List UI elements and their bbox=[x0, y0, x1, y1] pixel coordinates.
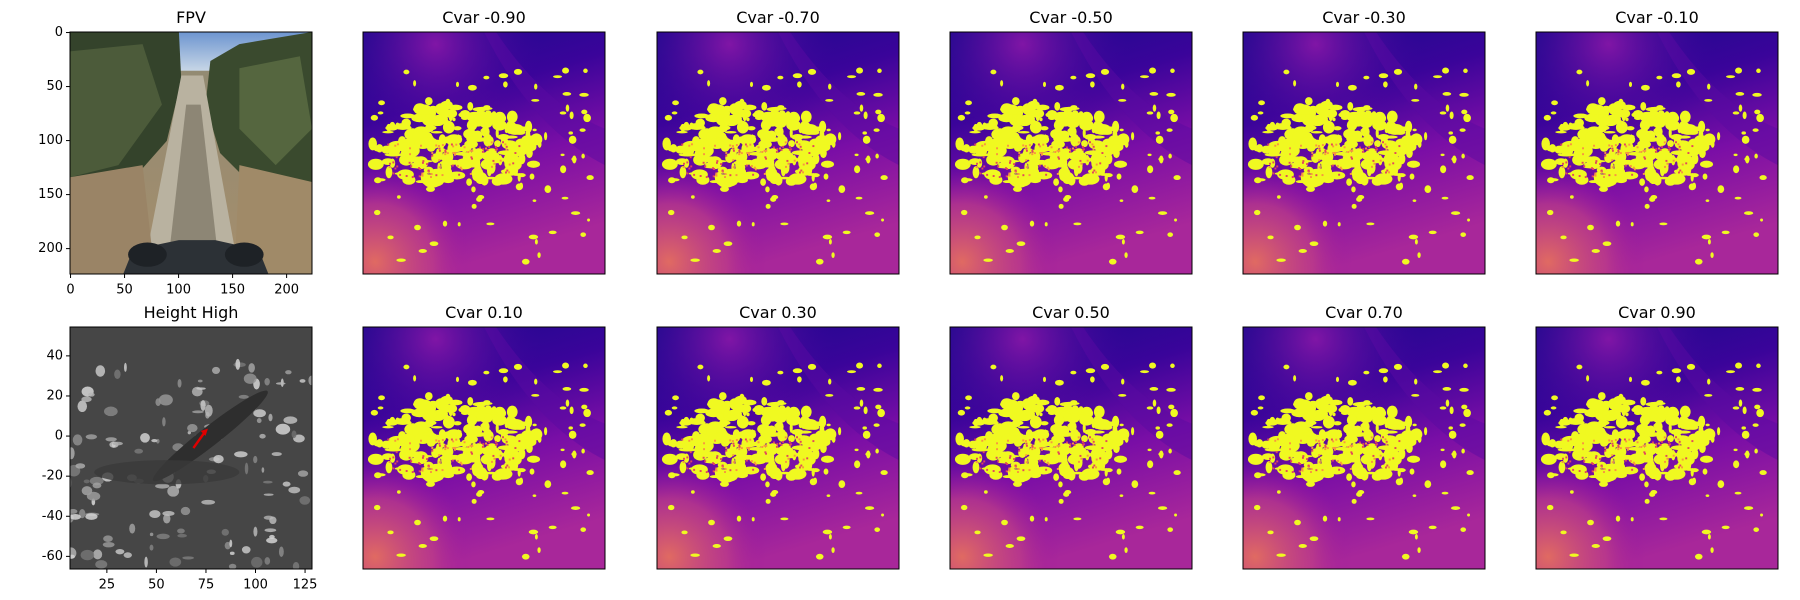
y-tick-label: 50 bbox=[46, 79, 63, 94]
y-tick-label: 0 bbox=[55, 25, 63, 40]
y-tick-label: 100 bbox=[38, 133, 63, 148]
panel-image bbox=[657, 32, 899, 274]
x-tick-label: 75 bbox=[198, 578, 215, 593]
x-tick-label: 0 bbox=[66, 283, 74, 298]
axes-frame bbox=[949, 326, 1193, 570]
axes-frame bbox=[1535, 326, 1779, 570]
panel-image bbox=[363, 32, 605, 274]
panel-title: Cvar 0.30 bbox=[739, 303, 817, 322]
axes-frame bbox=[362, 326, 606, 570]
panel-title: Cvar 0.50 bbox=[1032, 303, 1110, 322]
panel-title: Cvar 0.70 bbox=[1325, 303, 1403, 322]
panel-title: Height High bbox=[144, 303, 239, 322]
panel-image bbox=[950, 327, 1192, 569]
x-tick-label: 125 bbox=[293, 578, 318, 593]
x-tick-label: 100 bbox=[243, 578, 268, 593]
y-tick-label: -60 bbox=[42, 549, 63, 564]
panel-image bbox=[950, 32, 1192, 274]
axes-frame bbox=[1535, 31, 1779, 275]
x-tick-label: 50 bbox=[116, 283, 133, 298]
y-tick-label: -20 bbox=[42, 469, 63, 484]
y-tick-label: 200 bbox=[38, 241, 63, 256]
panel-title: FPV bbox=[176, 8, 206, 27]
panel-title: Cvar -0.90 bbox=[442, 8, 526, 27]
panel-title: Cvar -0.70 bbox=[736, 8, 820, 27]
axes-frame bbox=[69, 326, 313, 570]
panel-image bbox=[1536, 32, 1778, 274]
axes-frame bbox=[362, 31, 606, 275]
axes-frame bbox=[656, 31, 900, 275]
y-tick-label: 0 bbox=[55, 429, 63, 444]
panel-title: Cvar -0.30 bbox=[1322, 8, 1406, 27]
panel-title: Cvar 0.10 bbox=[445, 303, 523, 322]
axes-frame bbox=[1242, 326, 1486, 570]
panel-image bbox=[657, 327, 899, 569]
panel-image bbox=[1536, 327, 1778, 569]
axes-frame bbox=[949, 31, 1193, 275]
panel-image bbox=[70, 327, 312, 569]
panel-title: Cvar 0.90 bbox=[1618, 303, 1696, 322]
axes-frame bbox=[1242, 31, 1486, 275]
x-tick-label: 100 bbox=[166, 283, 191, 298]
x-tick-label: 50 bbox=[148, 578, 165, 593]
x-tick-label: 25 bbox=[99, 578, 116, 593]
y-tick-label: 20 bbox=[46, 388, 63, 403]
axes-frame bbox=[656, 326, 900, 570]
panel-title: Cvar -0.10 bbox=[1615, 8, 1699, 27]
y-tick-label: 40 bbox=[46, 348, 63, 363]
panel-image bbox=[70, 32, 312, 274]
panel-title: Cvar -0.50 bbox=[1029, 8, 1113, 27]
y-tick-label: 150 bbox=[38, 187, 63, 202]
panel-image bbox=[363, 327, 605, 569]
x-tick-label: 200 bbox=[274, 283, 299, 298]
x-tick-label: 150 bbox=[220, 283, 245, 298]
y-tick-label: -40 bbox=[42, 509, 63, 524]
panel-image bbox=[1243, 327, 1485, 569]
axes-frame bbox=[69, 31, 313, 275]
panel-image bbox=[1243, 32, 1485, 274]
